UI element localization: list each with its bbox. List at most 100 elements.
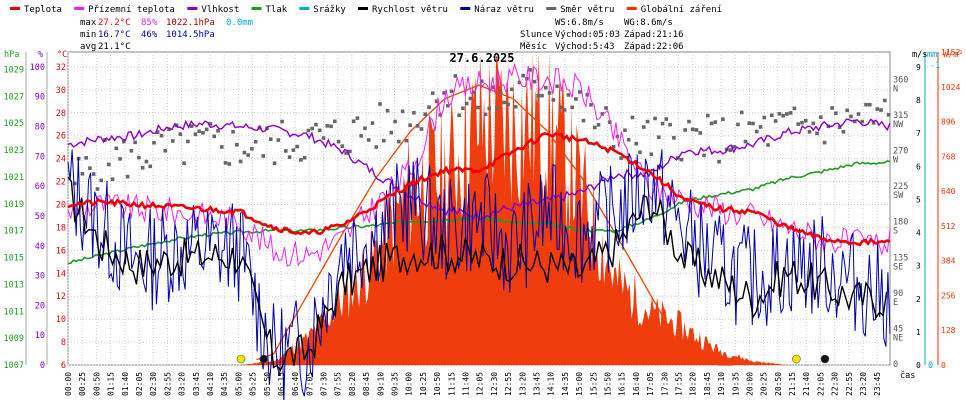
wind-direction-point xyxy=(125,174,130,179)
wind-direction-point xyxy=(223,161,228,165)
wind-direction-point xyxy=(777,111,782,116)
wind-direction-point xyxy=(333,119,337,124)
x-tick-label: 09:10 xyxy=(376,372,385,396)
pct-tick-label: 60 xyxy=(35,182,45,192)
wind-direction-point xyxy=(792,106,797,111)
legend-label: Vlhkost xyxy=(201,5,239,15)
legend-item: Teplota xyxy=(10,5,62,15)
wind-direction-point xyxy=(133,140,137,145)
pct-tick-label: 90 xyxy=(35,93,45,103)
sun-moon-marker xyxy=(792,354,801,364)
pct-tick-label: 40 xyxy=(35,242,45,252)
x-tick-label: 14:35 xyxy=(561,372,570,396)
celsius-tick-label: 22 xyxy=(56,178,66,188)
wind-direction-point xyxy=(589,103,593,107)
wind-direction-point xyxy=(257,126,262,130)
wind-direction-point xyxy=(88,166,92,170)
x-tick-label: 00:50 xyxy=(92,372,101,396)
dir-tick-compass: SE xyxy=(893,262,903,272)
wind-direction-point xyxy=(479,79,484,84)
x-tick-label: 08:45 xyxy=(362,372,371,396)
wind-direction-point xyxy=(415,124,420,128)
wind-direction-point xyxy=(95,187,100,191)
theoretical-radiation-line xyxy=(256,84,733,366)
hpa-tick-label: 1015 xyxy=(4,254,24,264)
x-tick-label: 21:40 xyxy=(802,372,811,396)
wind-direction-point xyxy=(811,121,816,126)
x-tick-label: 22:30 xyxy=(831,372,840,396)
x-tick-label: 10:50 xyxy=(433,372,442,396)
wind-direction-point xyxy=(841,129,846,134)
wind-direction-point xyxy=(118,157,122,161)
celsius-tick-label: 18 xyxy=(56,223,66,233)
wind-direction-point xyxy=(201,130,205,135)
wind-direction-point xyxy=(325,124,330,128)
x-tick-label: 00:00 xyxy=(64,372,73,396)
wm-tick-label: 768 xyxy=(941,152,956,161)
wind-direction-point xyxy=(641,125,646,129)
wind-direction-point xyxy=(178,132,183,136)
info-ws: WS:6.8m/s xyxy=(555,18,604,28)
hpa-tick-label: 1027 xyxy=(4,92,24,102)
wind-direction-point xyxy=(864,102,868,107)
wind-direction-point xyxy=(800,120,804,125)
wind-direction-point xyxy=(189,124,194,128)
legend-item: Rychlost větru xyxy=(358,5,448,15)
wind-direction-point xyxy=(446,103,450,108)
x-tick-label: 11:15 xyxy=(447,372,456,396)
pct-tick-label: 100 xyxy=(30,63,45,73)
legend-swatch xyxy=(358,7,368,10)
legend-swatch xyxy=(299,7,310,10)
wm-tick-label: 0 xyxy=(941,361,946,370)
mm-axis-label: mm xyxy=(927,50,937,60)
wind-direction-point xyxy=(400,109,405,114)
wind-direction-point xyxy=(374,145,379,149)
wind-direction-point xyxy=(562,108,567,112)
wind-direction-point xyxy=(378,102,382,106)
dir-tick-label: 315 xyxy=(893,111,908,121)
wind-direction-point xyxy=(250,146,254,151)
wind-direction-point xyxy=(608,120,612,124)
wind-direction-point xyxy=(385,108,390,113)
wind-direction-point xyxy=(732,144,736,149)
wind-direction-point xyxy=(84,156,88,160)
dir-tick-compass: E xyxy=(893,298,898,308)
info-moon-label: Měsíc xyxy=(520,42,547,52)
x-tick-label: 06:40 xyxy=(291,372,300,396)
stat-avg-label: avg xyxy=(80,42,96,52)
wm-tick-label: 128 xyxy=(941,326,956,335)
wind-direction-point xyxy=(114,146,119,151)
x-tick-label: 15:25 xyxy=(589,372,598,396)
x-tick-label: 07:55 xyxy=(334,372,343,396)
stat-max-press: 1022.1hPa xyxy=(166,18,215,28)
wind-direction-point xyxy=(468,96,473,101)
wind-direction-point xyxy=(886,113,891,117)
pct-tick-label: 80 xyxy=(35,123,45,133)
x-tick-label: 22:55 xyxy=(845,372,854,396)
wind-direction-point xyxy=(657,135,661,140)
wind-direction-point xyxy=(155,130,160,134)
plot-area xyxy=(25,51,939,404)
wind-direction-point xyxy=(517,80,522,85)
wind-direction-point xyxy=(268,137,273,141)
x-tick-label: 13:45 xyxy=(532,372,541,396)
wind-direction-point xyxy=(781,113,785,118)
legend-label: Srážky xyxy=(313,5,346,15)
dir-tick-compass: W xyxy=(893,156,899,166)
wind-direction-point xyxy=(99,178,104,183)
wind-direction-point xyxy=(291,148,296,152)
wind-direction-point xyxy=(815,131,819,136)
dir-tick-compass: NE xyxy=(893,333,903,343)
wind-direction-point xyxy=(502,100,507,105)
info-moon-set: Západ:22:06 xyxy=(624,42,684,52)
wind-direction-point xyxy=(238,159,243,164)
wind-direction-point xyxy=(449,89,454,94)
wind-direction-point xyxy=(280,119,284,124)
wind-direction-point xyxy=(754,129,759,134)
wind-direction-point xyxy=(370,121,375,125)
wind-direction-point xyxy=(284,149,288,153)
wind-direction-point xyxy=(363,126,367,130)
wind-direction-point xyxy=(705,113,710,118)
stat-max-hum: 85% xyxy=(141,18,158,28)
